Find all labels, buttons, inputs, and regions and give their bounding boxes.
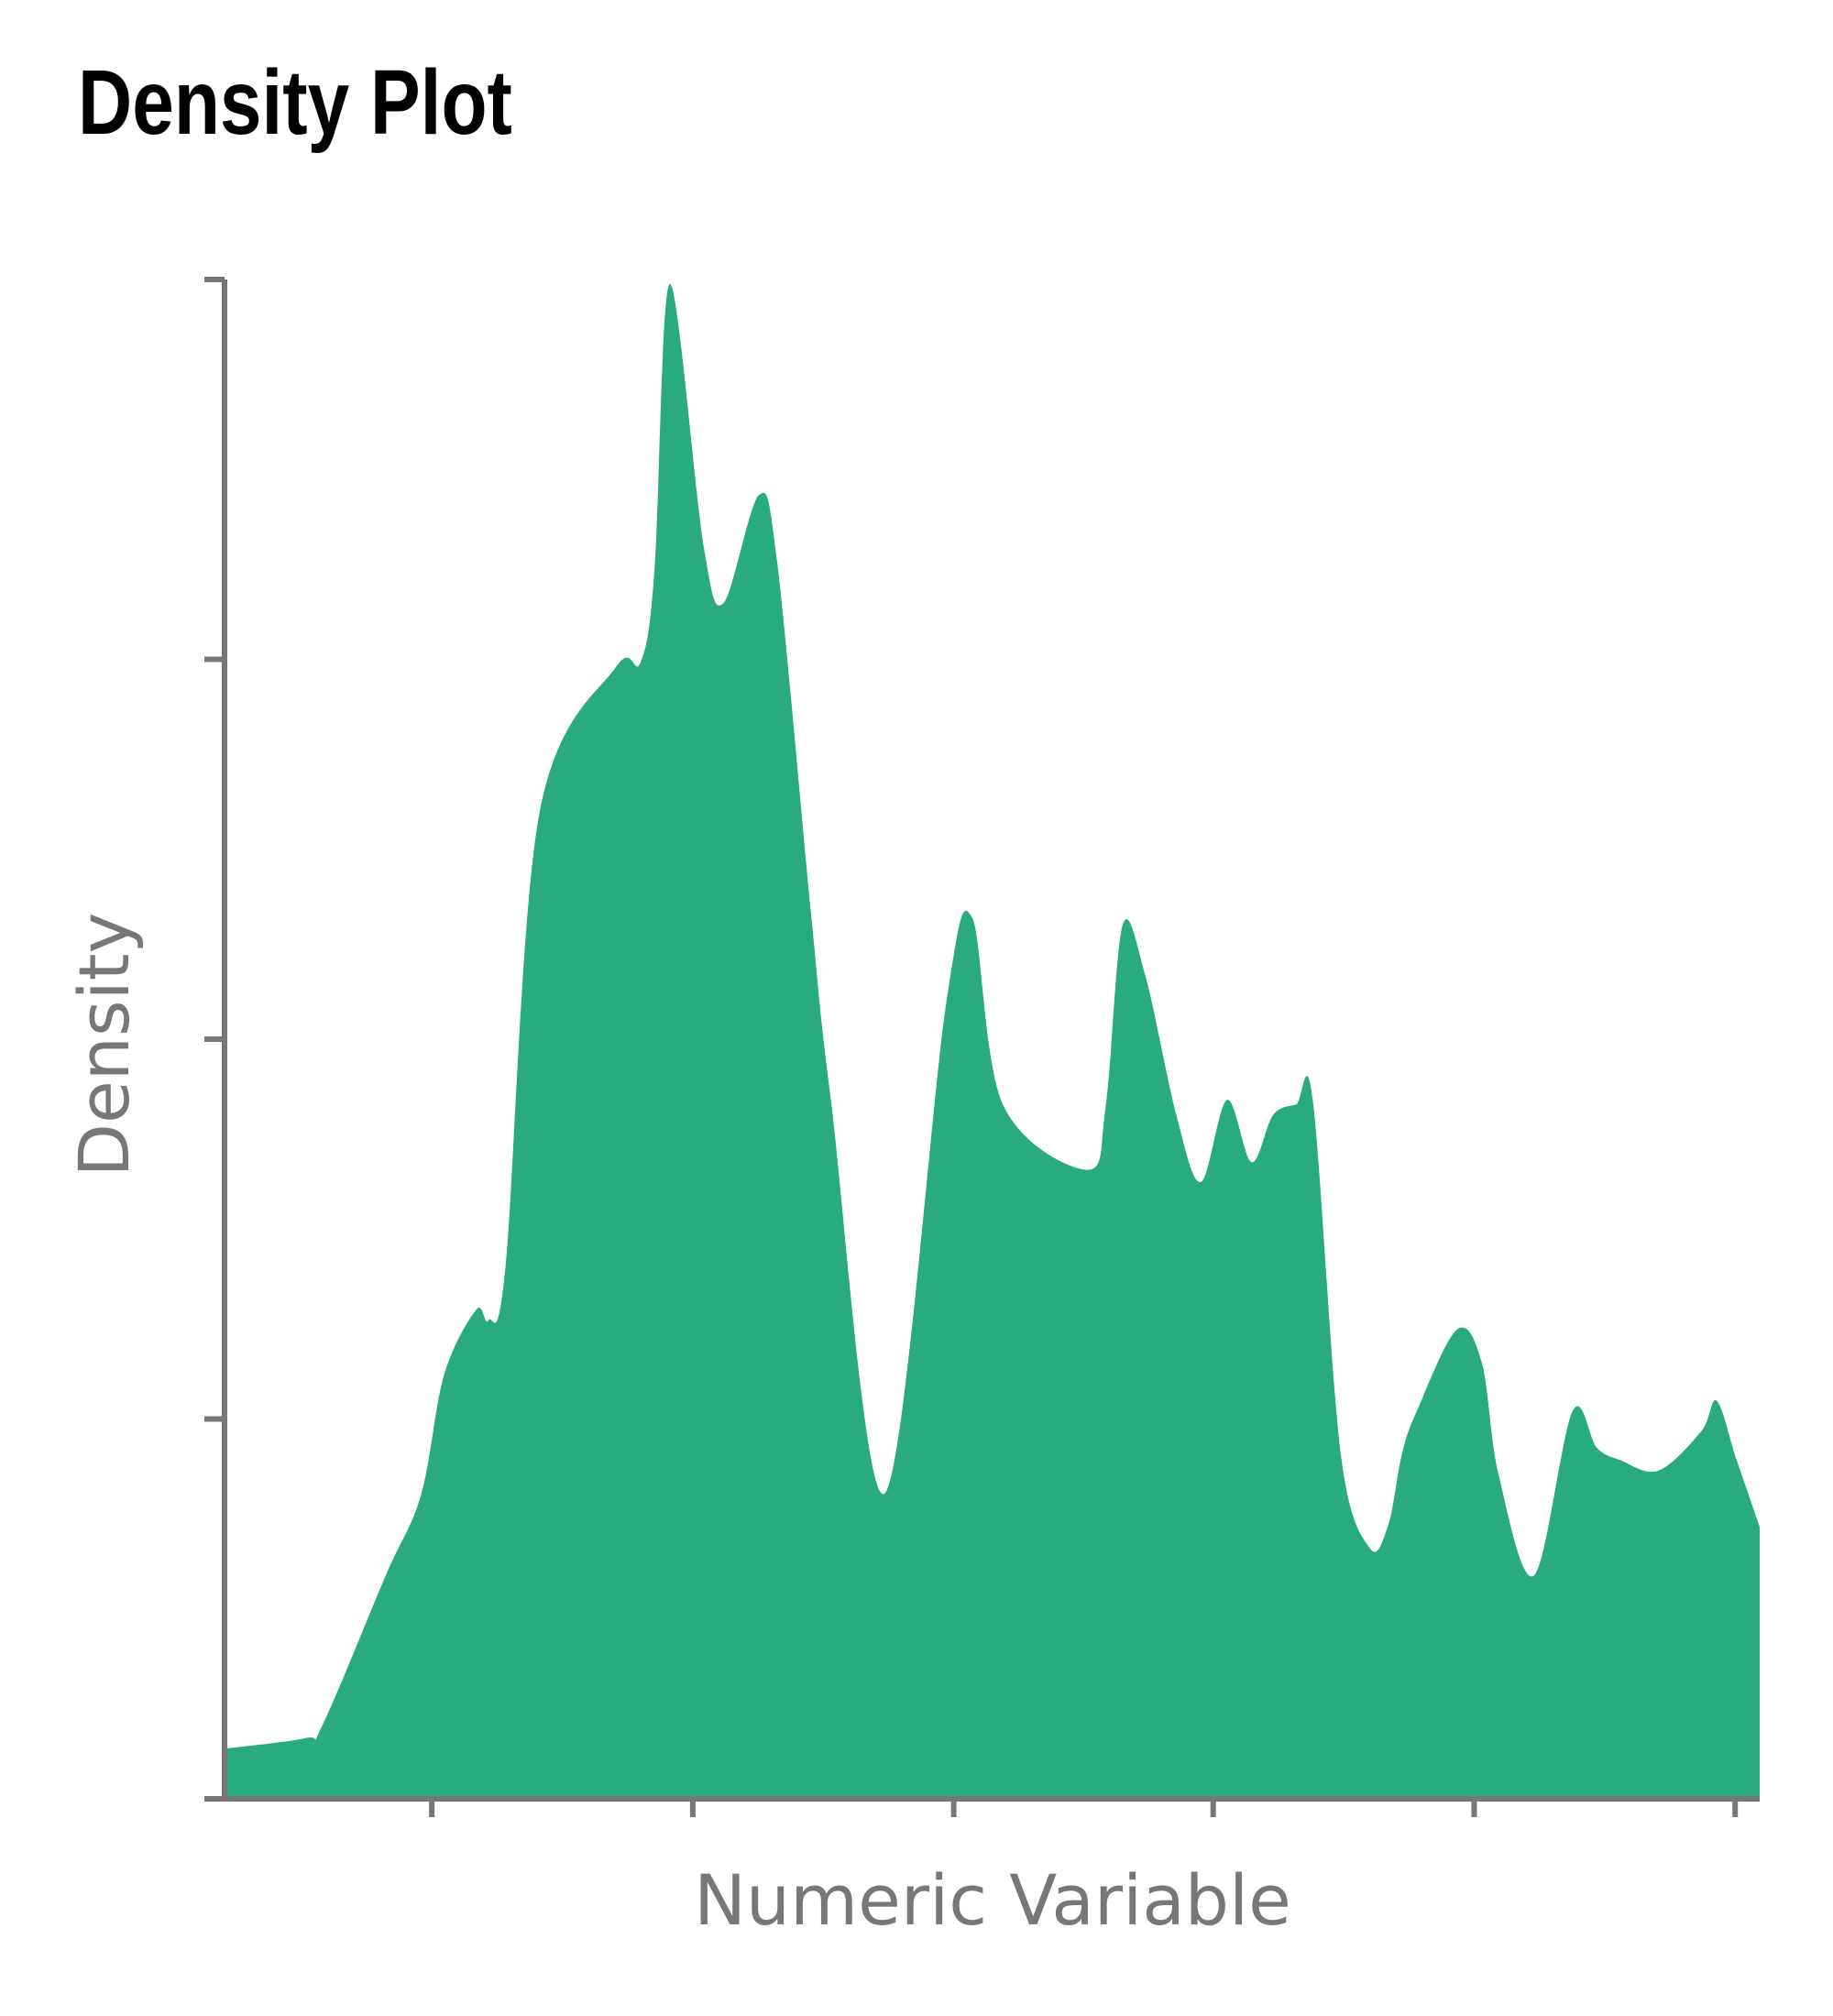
y-axis-label: Density: [63, 913, 145, 1178]
x-axis-label: Numeric Variable: [694, 1859, 1291, 1941]
axes: [204, 277, 1760, 1817]
density-area: [225, 283, 1760, 1800]
chart-title: Density Plot: [78, 51, 512, 154]
density-area-layer: [225, 283, 1760, 1800]
x-axis-ticks: [429, 1799, 1739, 1817]
y-axis-ticks: [204, 277, 225, 1802]
